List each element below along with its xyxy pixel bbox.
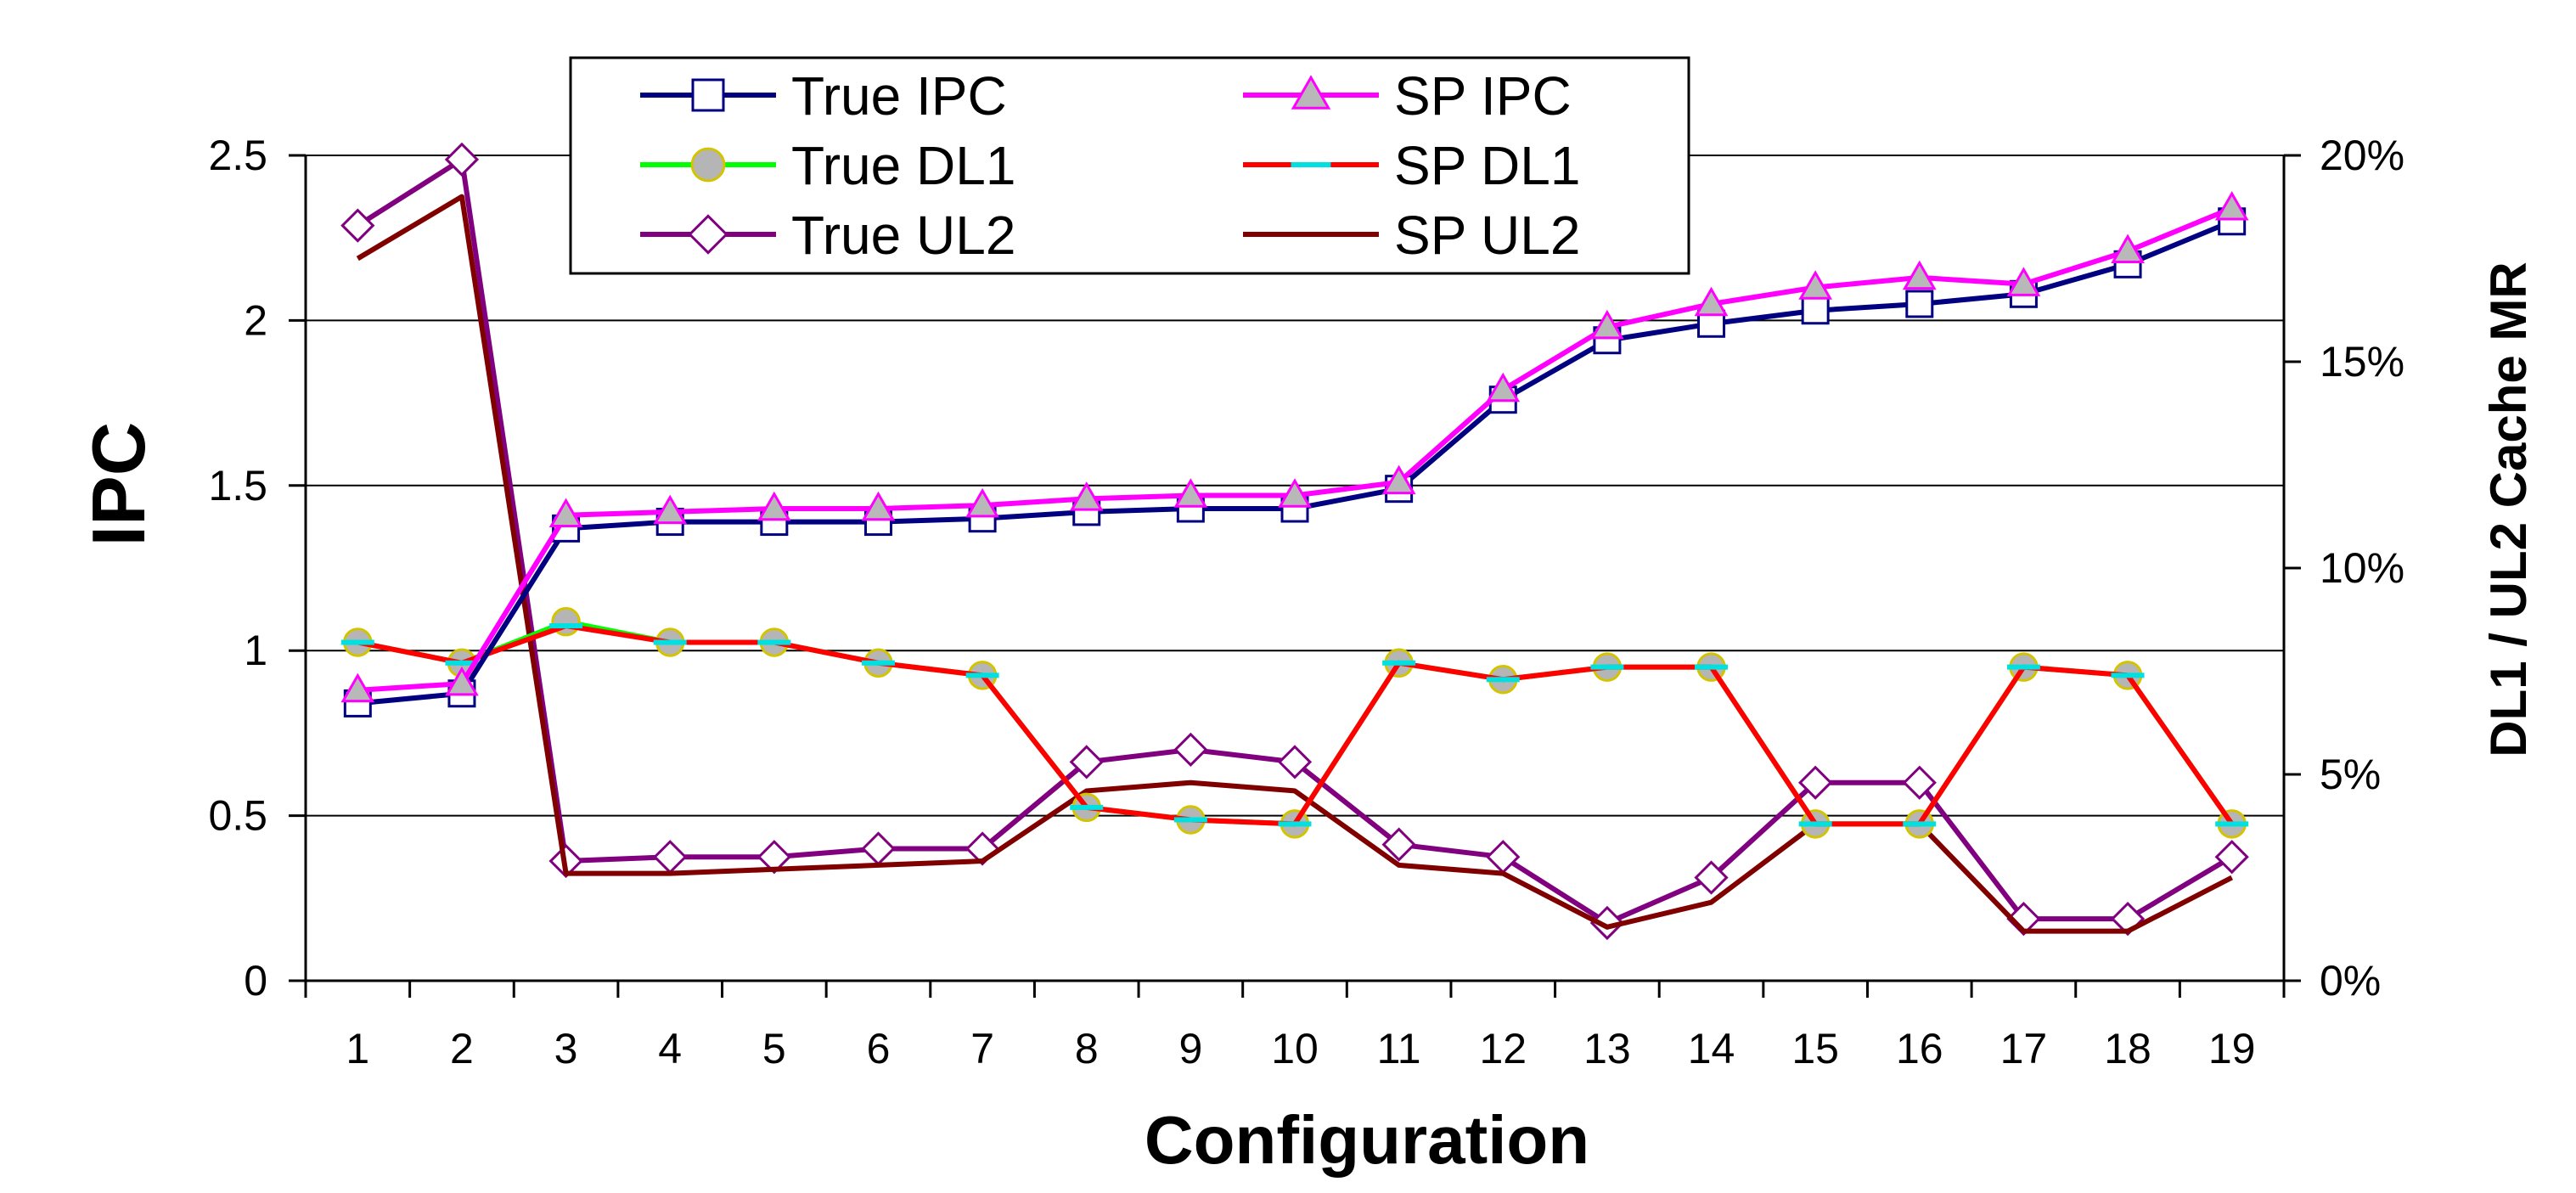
data-point xyxy=(1902,765,1937,800)
data-point xyxy=(1694,860,1729,895)
data-point xyxy=(1902,260,1937,290)
data-point xyxy=(1069,481,1104,511)
data-point xyxy=(756,840,791,875)
data-point xyxy=(1277,745,1313,779)
data-point xyxy=(444,142,480,177)
x-tick-label: 10 xyxy=(1271,1025,1319,1072)
series-true-ul2 xyxy=(340,142,2249,941)
data-point xyxy=(548,498,583,528)
data-point xyxy=(445,666,479,696)
data-point xyxy=(1589,905,1625,941)
data-point xyxy=(1173,478,1208,508)
data-point xyxy=(2214,840,2249,875)
x-tick-label: 5 xyxy=(762,1025,786,1072)
x-tick-label: 3 xyxy=(554,1025,578,1072)
data-point xyxy=(1381,464,1416,495)
legend-label: SP IPC xyxy=(1394,65,1572,127)
y2-tick-label: 15% xyxy=(2320,338,2404,385)
x-tick-label: 8 xyxy=(1075,1025,1099,1072)
series-sp-ipc xyxy=(340,190,2249,703)
x-tick-label: 18 xyxy=(2104,1025,2151,1072)
data-point xyxy=(691,78,725,112)
data-point xyxy=(1381,827,1416,862)
x-tick-label: 14 xyxy=(1688,1025,1735,1072)
legend-entry: SP DL1 xyxy=(1243,135,1580,196)
data-point xyxy=(653,494,688,525)
x-tick-label: 16 xyxy=(1896,1025,1943,1072)
x-tick-label: 15 xyxy=(1791,1025,1839,1072)
data-point xyxy=(861,491,896,521)
data-point xyxy=(1291,75,1331,110)
data-point xyxy=(1069,745,1104,779)
data-point xyxy=(756,491,791,521)
data-point xyxy=(2006,267,2041,296)
data-point xyxy=(1798,765,1833,800)
y2-tick-label: 10% xyxy=(2320,544,2404,592)
x-tick-label: 17 xyxy=(2000,1025,2048,1072)
data-point xyxy=(688,214,728,255)
y-tick-label: 1.5 xyxy=(208,462,267,509)
data-point xyxy=(1590,309,1624,340)
legend-entry: True UL2 xyxy=(640,205,1015,266)
y2-axis-title: DL1 / UL2 Cache MR xyxy=(2480,262,2537,757)
x-tick-label: 6 xyxy=(867,1025,891,1072)
x-tick-label: 7 xyxy=(970,1025,994,1072)
data-point xyxy=(1173,732,1208,767)
x-tick-label: 2 xyxy=(450,1025,474,1072)
legend-entry: True IPC xyxy=(640,65,1007,127)
series-sp-dl1 xyxy=(340,623,2249,827)
legend-entry: True DL1 xyxy=(640,135,1015,196)
series xyxy=(340,142,2249,941)
data-point xyxy=(1486,372,1521,402)
x-tick-label: 12 xyxy=(1479,1025,1527,1072)
y-tick-label: 0 xyxy=(244,957,267,1004)
legend-entry: SP IPC xyxy=(1243,65,1572,127)
data-point xyxy=(1278,478,1312,508)
x-tick-label: 13 xyxy=(1583,1025,1631,1072)
data-point xyxy=(690,147,726,183)
y2-tick-label: 0% xyxy=(2320,957,2381,1004)
legend-label: True DL1 xyxy=(791,135,1015,196)
y-tick-label: 1 xyxy=(244,627,267,674)
y-tick-label: 2 xyxy=(244,296,267,344)
x-tick-label: 1 xyxy=(346,1025,369,1072)
y-axis-title: IPC xyxy=(76,422,160,547)
data-point xyxy=(340,208,375,243)
x-tick-label: 11 xyxy=(1377,1025,1421,1072)
y2-tick-label: 5% xyxy=(2320,751,2381,798)
legend-label: SP DL1 xyxy=(1394,135,1580,196)
data-point xyxy=(1694,286,1729,317)
y-tick-label: 2.5 xyxy=(208,132,267,179)
legend-entry: SP UL2 xyxy=(1243,205,1580,266)
y2-tick-label: 20% xyxy=(2320,132,2404,179)
axes: 00.511.522.50%5%10%15%20%1 2 3 4 5 6 7 8 9 10 11 12… xyxy=(208,132,2404,1072)
data-point xyxy=(965,487,999,518)
data-point xyxy=(1798,270,1833,300)
x-tick-label: 19 xyxy=(2208,1025,2256,1072)
x-tick-label: 9 xyxy=(1178,1025,1202,1072)
data-point xyxy=(2214,190,2249,221)
legend-label: True IPC xyxy=(791,65,1007,127)
x-axis-title: Configuration xyxy=(1145,1102,1589,1178)
legend-label: True UL2 xyxy=(791,205,1015,266)
legend-label: SP UL2 xyxy=(1394,205,1580,266)
data-point xyxy=(2111,234,2145,264)
data-point xyxy=(340,672,375,703)
data-point xyxy=(1801,296,1830,325)
x-tick-label: 4 xyxy=(658,1025,682,1072)
y-tick-label: 0.5 xyxy=(208,792,267,840)
legend: True IPC SP IPC True DL1 SP DL1 True UL2 SP U… xyxy=(569,56,1690,275)
data-point xyxy=(1905,290,1934,318)
